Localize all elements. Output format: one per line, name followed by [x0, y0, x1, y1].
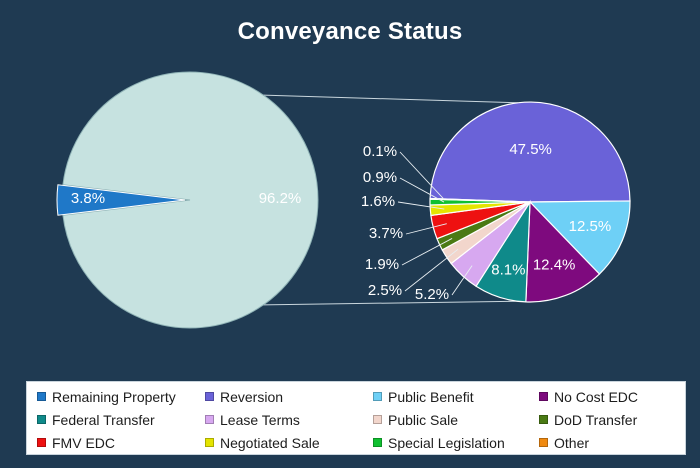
legend-swatch	[205, 415, 214, 424]
chart-title: Conveyance Status	[237, 18, 463, 45]
legend-swatch	[539, 438, 548, 447]
legend-swatch	[37, 438, 46, 447]
leader-line-other	[399, 151, 445, 200]
legend: Remaining Property Reversion Public Benefi…	[26, 381, 686, 455]
legend-item-other: Other	[539, 431, 679, 454]
data-label-special-legislation: 0.9%	[363, 169, 397, 186]
data-label-lease-terms: 5.2%	[415, 286, 449, 303]
legend-item-fmv-edc: FMV EDC	[37, 431, 205, 454]
legend-swatch	[373, 392, 382, 401]
legend-label: Remaining Property	[52, 388, 176, 405]
secondary-pie-slice-public-benefit	[528, 200, 631, 275]
legend-item-public-benefit: Public Benefit	[373, 385, 539, 408]
legend-item-negotiated-sale: Negotiated Sale	[205, 431, 373, 454]
data-label-no-cost-edc: 12.4%	[533, 257, 576, 274]
main-pie-slice-large	[62, 71, 319, 329]
data-label-dod-transfer: 1.9%	[365, 256, 399, 273]
legend-label: DoD Transfer	[554, 411, 638, 428]
leader-line-public-sale	[404, 248, 459, 292]
legend-label: Public Benefit	[388, 388, 474, 405]
legend-label: No Cost EDC	[554, 388, 639, 405]
legend-swatch	[539, 415, 548, 424]
legend-swatch	[373, 415, 382, 424]
legend-swatch	[37, 392, 46, 401]
leader-line-dod-transfer	[401, 238, 453, 266]
leader-line-lease-terms	[451, 265, 473, 296]
data-label-reversion: 47.5%	[509, 141, 552, 158]
secondary-pie-slice-reversion	[429, 101, 631, 203]
legend-item-reversion: Reversion	[205, 385, 373, 408]
legend-label: Negotiated Sale	[220, 434, 320, 451]
data-labels: 3.8% 96.2% 47.5% 12.5% 12.4% 8.1% 5.2% 2.5% 1.9%…	[71, 141, 611, 303]
leader-line-negotiated-sale	[397, 201, 445, 210]
data-label-public-sale: 2.5%	[368, 282, 402, 299]
legend-label: Federal Transfer	[52, 411, 155, 428]
leader-line-special-legislation	[399, 177, 445, 203]
data-label-public-benefit: 12.5%	[569, 218, 612, 235]
legend-label: FMV EDC	[52, 434, 115, 451]
data-label-fmv-edc: 3.7%	[369, 225, 403, 242]
connector-line-top	[263, 94, 518, 104]
main-pie	[56, 71, 319, 329]
legend-label: Special Legislation	[388, 434, 505, 451]
legend-swatch	[37, 415, 46, 424]
legend-label: Reversion	[220, 388, 284, 405]
main-pie-slice-remaining-property	[56, 184, 186, 216]
legend-swatch	[205, 438, 214, 447]
legend-label: Public Sale	[388, 411, 459, 428]
leader-line-fmv-edc	[405, 223, 447, 235]
data-label-main-large: 96.2%	[259, 190, 302, 207]
legend-item-dod-transfer: DoD Transfer	[539, 408, 679, 431]
legend-item-lease-terms: Lease Terms	[205, 408, 373, 431]
legend-item-remaining-property: Remaining Property	[37, 385, 205, 408]
connector-lines	[263, 94, 518, 306]
secondary-pie-slice-no-cost-edc	[525, 200, 601, 303]
secondary-pie-slice-other	[429, 197, 531, 203]
secondary-pie	[429, 101, 631, 303]
legend-swatch	[539, 392, 548, 401]
data-label-other: 0.1%	[363, 143, 397, 160]
legend-item-no-cost-edc: No Cost EDC	[539, 385, 679, 408]
legend-label: Lease Terms	[220, 411, 300, 428]
legend-swatch	[373, 438, 382, 447]
legend-item-special-legislation: Special Legislation	[373, 431, 539, 454]
data-label-remaining-property: 3.8%	[71, 190, 105, 207]
legend-item-public-sale: Public Sale	[373, 408, 539, 431]
legend-item-federal-transfer: Federal Transfer	[37, 408, 205, 431]
legend-label: Other	[554, 434, 590, 451]
connector-line-bottom	[263, 300, 518, 306]
data-label-negotiated-sale: 1.6%	[361, 193, 395, 210]
data-label-federal-transfer: 8.1%	[491, 262, 525, 279]
legend-swatch	[205, 392, 214, 401]
